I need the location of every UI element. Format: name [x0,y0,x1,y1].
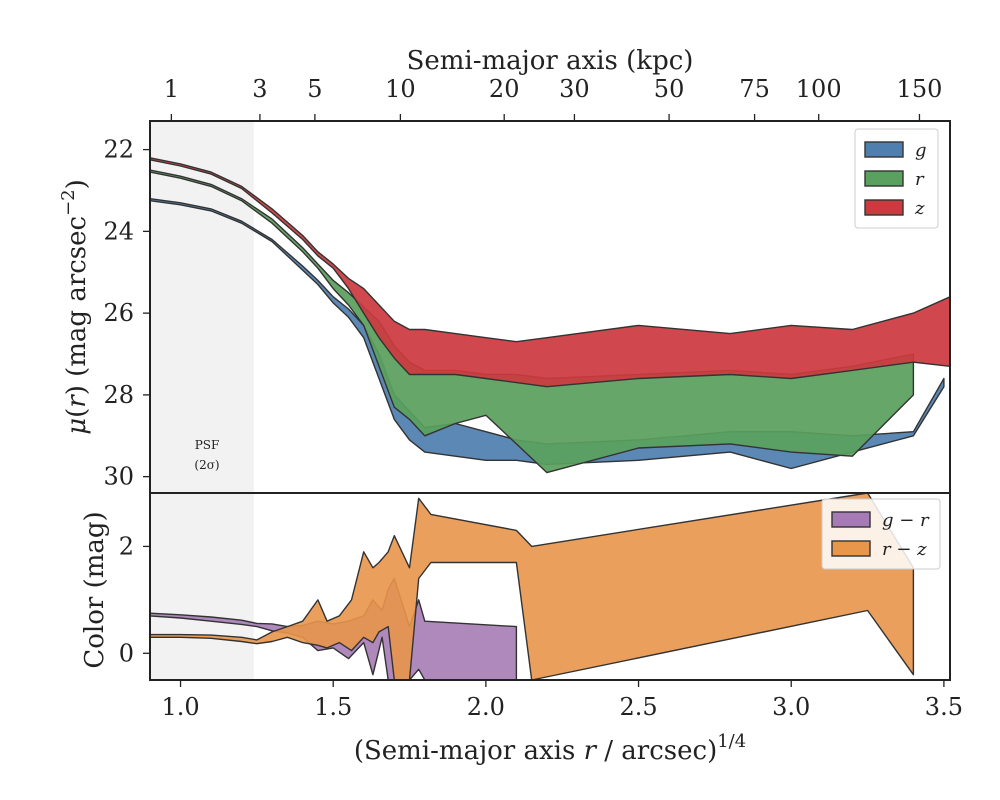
x-tick-label: 2.5 [619,693,657,721]
band-r [149,169,915,474]
top-tick-label: 10 [385,75,416,103]
top-tick-label: 75 [739,75,770,103]
color-bands [149,492,915,681]
legend-bottom-swatch [831,540,871,557]
surface-brightness-bands [149,121,951,493]
axis-ticks: 1.0 1.5 2.0 2.5 3.0 3.5 22 24 26 28 30 0 2 1 3 5 10 20 30 5… [103,75,963,721]
top-tick-label: 50 [654,75,685,103]
legend-top-label: z [914,198,925,219]
psf-label: PSF [195,438,220,452]
x-tick-label: 1.0 [161,693,199,721]
band-rz [149,492,915,681]
y-tick-label-bottom: 0 [119,639,134,667]
y-tick-label-top: 22 [103,136,134,164]
legend-colors: g − r r − z [821,498,941,570]
y-tick-label-top: 28 [103,381,134,409]
x-tick-label: 2.0 [467,693,505,721]
y-tick-label-top: 30 [103,463,134,491]
psf-annotation: PSF (2σ) [194,438,219,472]
top-tick-label: 3 [252,75,267,103]
legend-top-label: r [915,169,925,190]
top-panel [149,121,951,493]
top-tick-label: 20 [489,75,520,103]
x-tick-label: 3.0 [772,693,810,721]
top-tick-label: 1 [164,75,179,103]
x-tick-label: 1.5 [314,693,352,721]
y-axis-title-top: μ(r) (mag arcsec−2) [58,179,92,435]
bottom-panel [149,492,915,681]
legend-top-swatch [864,199,904,216]
top-axis-title: Semi-major axis (kpc) [407,46,694,76]
bottom-panel-frame [149,492,951,681]
legend-bottom-swatch [831,511,871,528]
panel-frames [149,120,951,681]
band-z [149,157,951,388]
legend-top-swatch [864,141,904,158]
y-axis-title-bottom: Color (mag) [80,511,110,668]
top-tick-label: 100 [796,75,842,103]
legend-bands: grz [854,128,939,229]
psf-region-bottom [150,493,254,680]
top-tick-label: 150 [897,75,943,103]
top-tick-label: 30 [559,75,590,103]
legend-bottom-label: g − r [882,510,930,531]
legend-top-swatch [864,170,904,187]
y-tick-label-top: 24 [103,217,134,245]
y-tick-label-bottom: 2 [119,532,134,560]
top-tick-label: 5 [307,75,322,103]
legend-top-label: g [915,140,927,161]
legend-bottom-label: r − z [882,539,927,560]
x-tick-label: 3.5 [925,693,963,721]
psf-sigma-label: (2σ) [194,458,219,472]
y-tick-label-top: 26 [103,299,134,327]
x-axis-title: (Semi-major axis r / arcsec)1/4 [354,731,746,766]
